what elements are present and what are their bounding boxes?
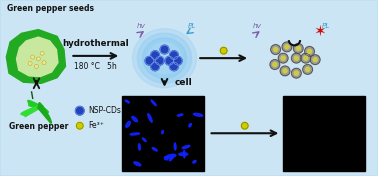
Ellipse shape <box>166 154 176 158</box>
Circle shape <box>305 46 314 56</box>
Circle shape <box>40 51 44 55</box>
Circle shape <box>241 122 248 129</box>
Text: hv: hv <box>136 23 145 29</box>
Ellipse shape <box>148 114 152 122</box>
Ellipse shape <box>164 156 168 160</box>
Ellipse shape <box>194 113 203 116</box>
Ellipse shape <box>138 144 140 150</box>
Circle shape <box>170 51 178 59</box>
Ellipse shape <box>182 145 190 149</box>
Ellipse shape <box>125 100 129 103</box>
Circle shape <box>280 66 290 76</box>
Polygon shape <box>17 37 58 77</box>
Circle shape <box>34 64 39 68</box>
Circle shape <box>28 61 32 65</box>
Ellipse shape <box>147 43 181 74</box>
Ellipse shape <box>174 143 176 150</box>
Circle shape <box>291 68 301 78</box>
Circle shape <box>285 45 289 49</box>
Text: Fe³⁺: Fe³⁺ <box>88 121 104 130</box>
Polygon shape <box>21 106 43 117</box>
Circle shape <box>294 56 298 60</box>
Ellipse shape <box>126 121 130 127</box>
Circle shape <box>271 45 280 54</box>
Text: hv: hv <box>252 23 261 29</box>
Circle shape <box>220 47 227 54</box>
Circle shape <box>304 56 308 60</box>
Circle shape <box>282 42 292 52</box>
Text: NSP-CDs: NSP-CDs <box>88 106 121 115</box>
Ellipse shape <box>138 33 192 83</box>
Bar <box>122 96 204 171</box>
Circle shape <box>76 122 83 129</box>
Circle shape <box>307 49 311 54</box>
Circle shape <box>170 62 178 71</box>
Bar <box>283 96 365 171</box>
Ellipse shape <box>162 130 163 134</box>
Text: ✶: ✶ <box>313 24 326 39</box>
Ellipse shape <box>143 38 186 78</box>
Circle shape <box>274 48 278 52</box>
Ellipse shape <box>132 116 138 122</box>
Circle shape <box>31 55 35 59</box>
Polygon shape <box>37 103 51 123</box>
Circle shape <box>151 62 160 71</box>
Circle shape <box>160 45 169 54</box>
Circle shape <box>294 71 298 75</box>
Circle shape <box>313 58 317 62</box>
Ellipse shape <box>152 147 157 151</box>
Circle shape <box>36 57 40 61</box>
Circle shape <box>293 43 303 53</box>
Ellipse shape <box>143 138 146 142</box>
Circle shape <box>305 67 310 71</box>
Ellipse shape <box>177 114 183 116</box>
Ellipse shape <box>130 133 139 135</box>
Circle shape <box>273 62 277 67</box>
Text: 180 °C   5h: 180 °C 5h <box>74 62 117 71</box>
Circle shape <box>174 56 182 65</box>
Circle shape <box>296 46 300 51</box>
Ellipse shape <box>151 100 156 106</box>
Text: PL: PL <box>188 23 197 29</box>
Circle shape <box>145 56 154 65</box>
Ellipse shape <box>179 153 188 156</box>
Circle shape <box>270 60 280 69</box>
Circle shape <box>283 69 287 73</box>
Ellipse shape <box>193 160 196 163</box>
Circle shape <box>291 53 301 63</box>
Text: Green pepper: Green pepper <box>9 122 68 131</box>
Text: hydrothermal: hydrothermal <box>62 39 129 48</box>
Text: Green pepper seeds: Green pepper seeds <box>8 4 94 13</box>
Ellipse shape <box>133 29 197 88</box>
Circle shape <box>303 65 313 74</box>
Ellipse shape <box>169 156 174 161</box>
Text: PL: PL <box>322 23 330 29</box>
Circle shape <box>278 53 288 63</box>
Ellipse shape <box>134 162 141 166</box>
Circle shape <box>310 55 320 65</box>
Circle shape <box>301 53 311 63</box>
Circle shape <box>151 51 160 59</box>
Ellipse shape <box>184 150 185 158</box>
Circle shape <box>281 56 285 60</box>
Text: cell: cell <box>175 78 192 87</box>
Ellipse shape <box>189 124 191 127</box>
Circle shape <box>42 61 46 65</box>
Circle shape <box>155 56 164 65</box>
Polygon shape <box>28 100 48 113</box>
Polygon shape <box>6 30 65 83</box>
Circle shape <box>165 56 174 65</box>
Circle shape <box>76 106 84 115</box>
